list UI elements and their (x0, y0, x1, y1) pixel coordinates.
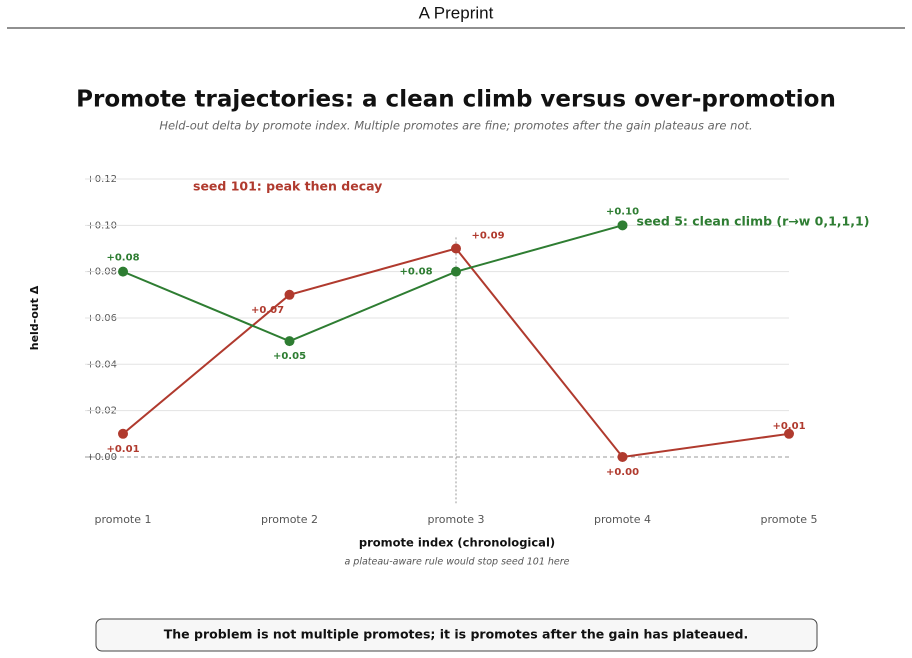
value-label: +0.08 (399, 267, 432, 278)
callout-text: The problem is not multiple promotes; it… (164, 627, 749, 642)
x-tick-label: promote 4 (594, 513, 651, 526)
y-axis-label: held-out Δ (28, 285, 41, 350)
point (451, 266, 461, 277)
value-label: +0.00 (606, 467, 639, 478)
series-label: seed 101: peak then decay (193, 179, 382, 194)
point (118, 428, 128, 439)
point (284, 336, 295, 347)
value-label: +0.05 (273, 351, 306, 362)
point (118, 266, 128, 277)
callout-box (95, 618, 818, 652)
chart-title: Promote trajectories: a clean climb vers… (76, 87, 836, 113)
point (617, 220, 628, 231)
annotation: a plateau-aware rule would stop seed 101… (344, 557, 569, 568)
point (451, 243, 461, 254)
x-tick-label: promote 5 (760, 513, 817, 526)
value-label: +0.10 (606, 206, 639, 217)
x-tick-label: promote 1 (94, 513, 151, 526)
running-header: A Preprint (419, 3, 494, 22)
value-label: +0.01 (106, 444, 139, 455)
point (284, 289, 295, 300)
chart-subtitle: Held-out delta by promote index. Multipl… (159, 119, 752, 133)
x-tick-label: promote 2 (261, 513, 318, 526)
value-label: +0.08 (106, 253, 139, 264)
point (784, 428, 794, 439)
x-axis-label: promote index (chronological) (359, 536, 555, 550)
value-label: +0.01 (772, 421, 805, 432)
series-line (122, 224, 623, 343)
point (617, 451, 628, 462)
series-label: seed 5: clean climb (r→w 0,1,1,1) (637, 214, 870, 229)
value-label: +0.07 (251, 305, 284, 316)
x-tick-label: promote 3 (427, 513, 484, 526)
value-label: +0.09 (471, 230, 504, 241)
